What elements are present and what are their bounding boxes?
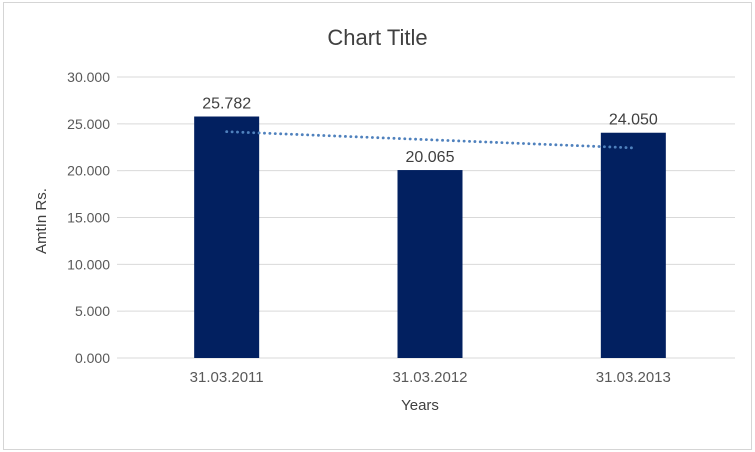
bar-data-label: 20.065 — [406, 149, 455, 166]
x-axis-title: Years — [401, 397, 439, 414]
y-tick-label: 0.000 — [75, 350, 110, 366]
y-tick-label: 5.000 — [75, 303, 110, 319]
chart-title: Chart Title — [327, 25, 428, 50]
trendline[interactable] — [225, 130, 635, 150]
x-tick-label: 31.03.2011 — [190, 369, 264, 386]
y-tick-label: 15.000 — [67, 210, 110, 226]
bar-data-label: 24.050 — [609, 112, 658, 129]
bar-31.03.2012[interactable] — [397, 170, 463, 358]
y-tick-label: 25.000 — [67, 116, 110, 132]
y-tick-label: 10.000 — [67, 256, 110, 272]
y-tick-label: 20.000 — [67, 163, 110, 179]
bar-data-label: 25.782 — [202, 96, 251, 113]
y-tick-label: 30.000 — [67, 69, 110, 85]
bar-31.03.2011[interactable] — [194, 116, 260, 358]
x-tick-label: 31.03.2013 — [596, 369, 671, 386]
x-tick-label: 31.03.2012 — [392, 369, 467, 386]
bar-31.03.2013[interactable] — [600, 132, 666, 358]
